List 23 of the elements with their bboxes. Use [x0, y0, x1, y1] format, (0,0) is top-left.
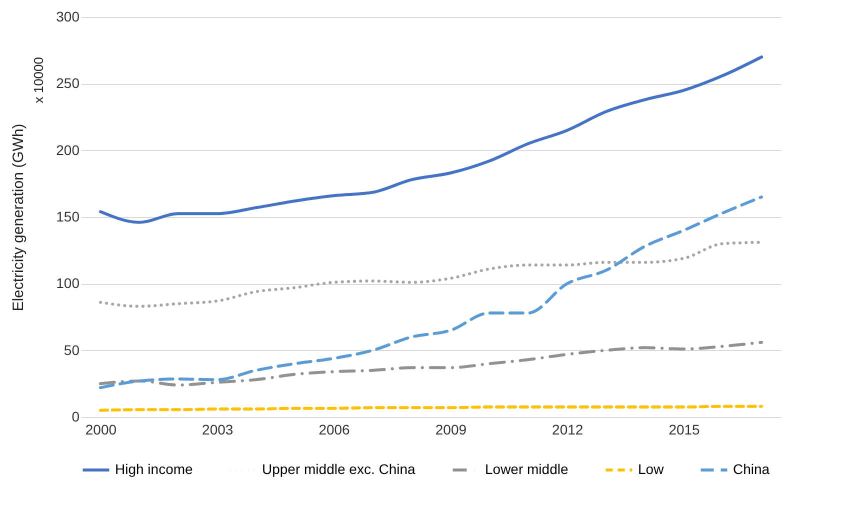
- legend-label: Lower middle: [485, 461, 568, 477]
- x-tick-label: 2006: [318, 422, 350, 438]
- line-series: [98, 340, 764, 386]
- legend-label: Low: [638, 461, 665, 477]
- y-tick-label: 0: [72, 408, 80, 424]
- legend-label: China: [733, 461, 770, 477]
- x-tick-label: 2000: [85, 422, 117, 438]
- x-tick-label: 2003: [202, 422, 234, 438]
- x-tick-label: 2012: [552, 422, 584, 438]
- x-tick-label: 2009: [435, 422, 467, 438]
- legend-label: Upper middle exc. China: [262, 461, 416, 477]
- text: x 10000: [31, 57, 46, 104]
- y-tick-label: 50: [64, 342, 80, 358]
- y-tick-label: 300: [56, 8, 80, 24]
- y-tick-label: 200: [56, 142, 80, 158]
- y-axis-title: Electricity generation (GWh): [10, 124, 28, 312]
- y-tick-label: 150: [56, 208, 80, 224]
- y-tick-label: 100: [56, 275, 80, 292]
- legend-label: High income: [115, 461, 194, 477]
- y-tick-label: 250: [56, 75, 80, 92]
- line-series: [98, 196, 764, 390]
- line-series: [98, 56, 764, 224]
- x-tick-label: 2015: [668, 422, 700, 438]
